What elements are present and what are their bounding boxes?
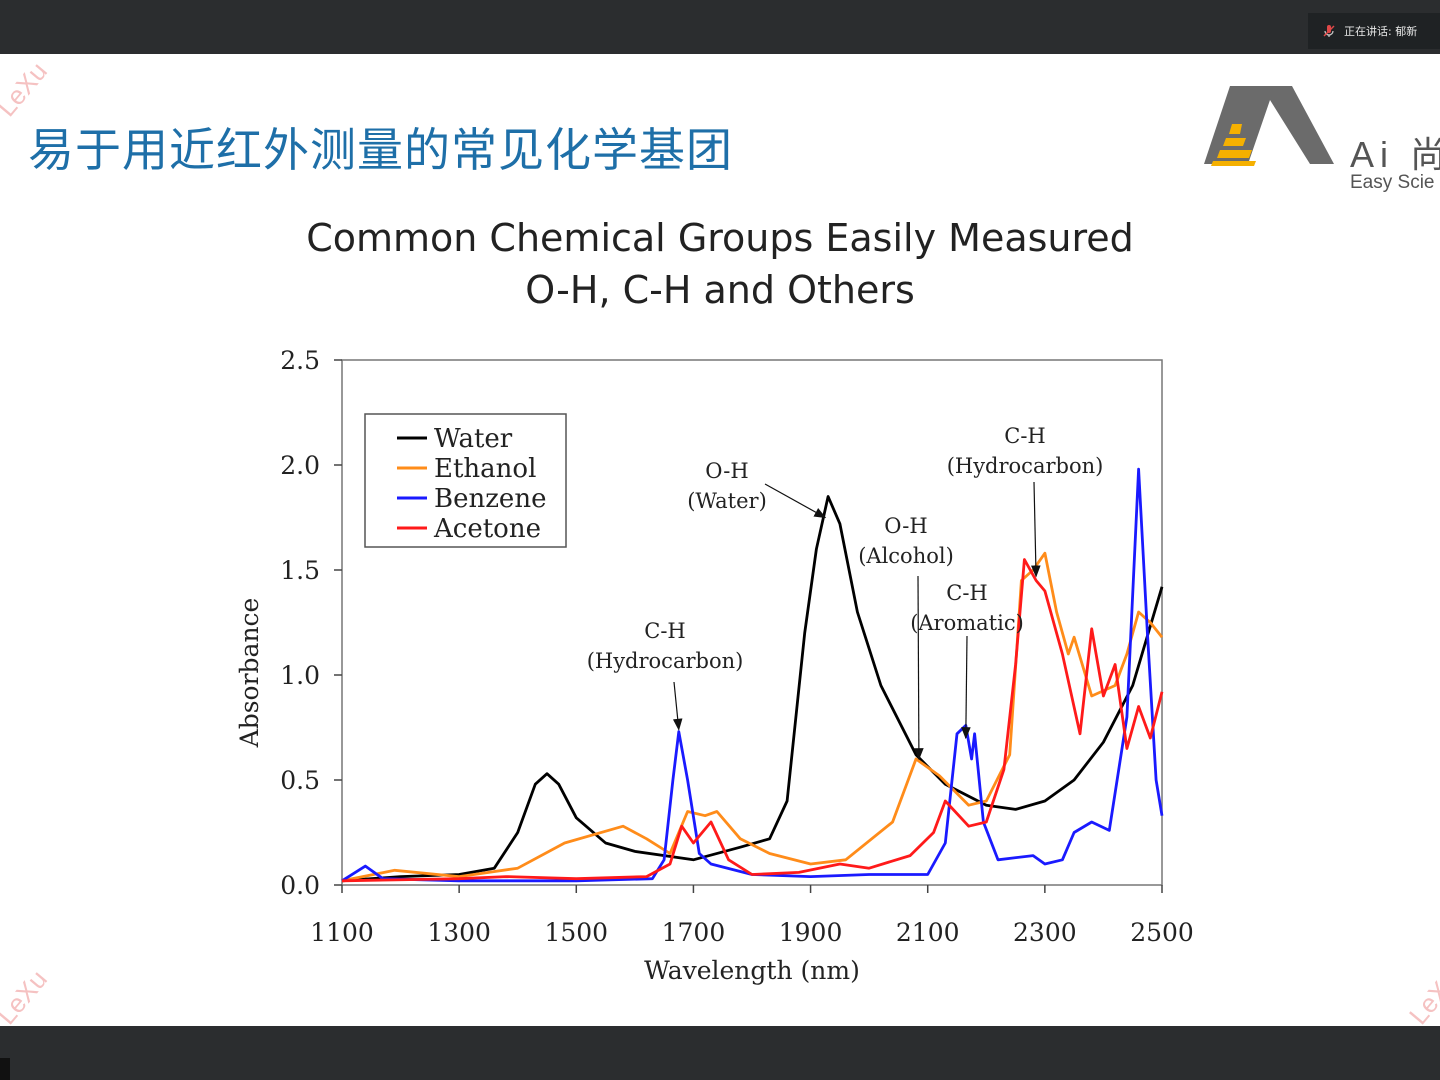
y-tick-label: 0.5 <box>280 766 320 795</box>
absorbance-chart: 0.0 0.5 1.0 1.5 2.0 2.5 1100 1300 1500 1700 1900 21… <box>235 346 1194 985</box>
x-tick-label: 2300 <box>1013 918 1077 947</box>
x-tick-label: 1700 <box>662 918 726 947</box>
corner-indicator <box>0 1058 10 1080</box>
y-tick-label: 1.5 <box>280 556 320 585</box>
x-axis-label: Wavelength (nm) <box>644 956 860 985</box>
logo-subtext: Easy Scie <box>1350 172 1435 193</box>
window-bottom-bar <box>0 1026 1440 1080</box>
plot-frame <box>341 359 1163 886</box>
annotation-sublabel: (Hydrocarbon) <box>587 649 744 673</box>
annotation-sublabel: (Water) <box>687 489 767 513</box>
annotation-label: C-H <box>946 581 987 605</box>
microphone-icon <box>1323 25 1335 37</box>
annotation-arrow <box>914 575 924 761</box>
logo-text: Ai 尚 <box>1350 134 1440 175</box>
annotation-sublabel: (Alcohol) <box>858 544 954 568</box>
ai-logo: Ai 尚 Easy Scie <box>1200 80 1440 193</box>
y-tick-label: 0.0 <box>280 871 320 900</box>
series-line-water <box>341 495 1164 883</box>
legend-label-ethanol: Ethanol <box>434 454 536 484</box>
x-tick-label: 1100 <box>310 918 374 947</box>
annotation-arrow <box>672 681 683 731</box>
x-tick-label: 1900 <box>779 918 843 947</box>
logo-mark-icon <box>1204 86 1334 166</box>
x-tick-label: 1300 <box>427 918 491 947</box>
annotation-label: O-H <box>884 514 927 538</box>
annotation-label: O-H <box>705 459 748 483</box>
series-line-acetone <box>341 558 1164 883</box>
annotation-arrow <box>961 635 971 740</box>
y-tick-label: 1.0 <box>280 661 320 690</box>
series-line-ethanol <box>341 551 1164 883</box>
legend-label-acetone: Acetone <box>433 514 541 544</box>
y-tick-label: 2.0 <box>280 451 320 480</box>
y-tick-label: 2.5 <box>280 346 320 375</box>
chart-subtitle: O-H, C-H and Others <box>525 268 915 312</box>
annotation-label: C-H <box>644 619 685 643</box>
x-tick-label: 1500 <box>544 918 608 947</box>
annotation-arrow <box>1031 481 1041 578</box>
presentation-slide: LeXu LeXu LeXu 易于用近红外测量的常见化学基团 Ai 尚 Easy… <box>0 54 1440 1026</box>
y-axis-label: Absorbance <box>235 598 264 749</box>
legend-label-water: Water <box>434 424 513 454</box>
speaker-badge-text: 正在讲话: 郁新 <box>1344 25 1418 38</box>
legend-box <box>364 413 567 548</box>
slide-title: 易于用近红外测量的常见化学基团 <box>28 123 733 177</box>
annotation-arrow <box>764 483 827 519</box>
speaker-badge: 正在讲话: 郁新 <box>1308 13 1440 49</box>
window-top-bar <box>0 0 1440 54</box>
annotation-sublabel: (Hydrocarbon) <box>947 454 1104 478</box>
legend-label-benzene: Benzene <box>434 484 546 514</box>
x-tick-label: 2100 <box>896 918 960 947</box>
chart-title: Common Chemical Groups Easily Measured <box>306 216 1134 260</box>
x-tick-label: 2500 <box>1130 918 1194 947</box>
annotation-label: C-H <box>1004 424 1045 448</box>
annotation-sublabel: (Aromatic) <box>910 611 1024 635</box>
